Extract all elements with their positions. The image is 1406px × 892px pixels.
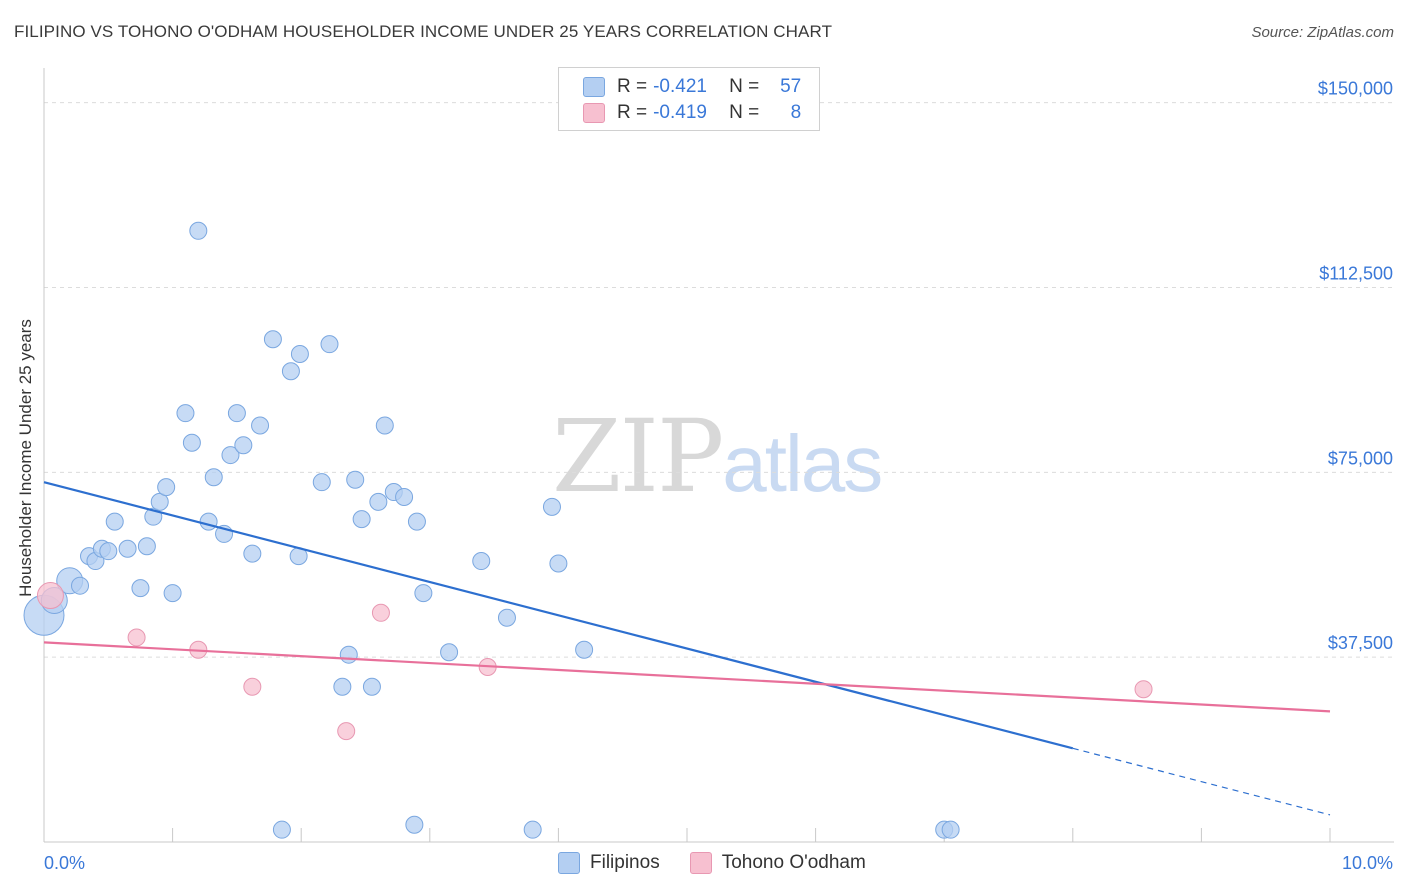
filipinos-point bbox=[204, 468, 223, 487]
legend-n-label: N = bbox=[729, 76, 760, 97]
filipinos-point bbox=[71, 576, 90, 595]
series-label-filipinos: Filipinos bbox=[590, 852, 660, 873]
filipinos-point bbox=[523, 820, 542, 839]
x-tick-label: 0.0% bbox=[44, 853, 85, 873]
filipinos-point bbox=[312, 473, 331, 492]
y-tick-label: $75,000 bbox=[1328, 448, 1393, 468]
watermark: ZIPatlas bbox=[552, 398, 883, 515]
filipinos-point bbox=[157, 478, 176, 497]
filipinos-point bbox=[221, 446, 240, 465]
tohono-point bbox=[337, 722, 356, 741]
filipinos-point bbox=[369, 492, 388, 511]
tohono-point bbox=[371, 603, 390, 622]
watermark-zip: ZIP bbox=[552, 398, 724, 515]
filipinos-point bbox=[234, 436, 253, 455]
filipinos-point bbox=[472, 552, 491, 571]
filipinos-point bbox=[395, 487, 414, 506]
filipinos-point bbox=[346, 470, 365, 489]
watermark-atlas: atlas bbox=[722, 419, 883, 508]
legend-row-filipinos: R = -0.421 N = 57 bbox=[583, 75, 801, 99]
filipinos-point bbox=[227, 404, 246, 423]
tohono-point bbox=[36, 582, 64, 610]
filipinos-point bbox=[281, 362, 300, 381]
filipinos-point bbox=[339, 645, 358, 664]
legend-r-value: -0.421 bbox=[653, 76, 707, 97]
filipinos-point bbox=[118, 539, 137, 558]
tohono-point bbox=[127, 628, 146, 647]
series-legend-filipinos[interactable]: Filipinos bbox=[558, 852, 660, 874]
filipinos-point bbox=[99, 542, 118, 561]
filipinos-point bbox=[137, 537, 156, 556]
legend-row-tohono: R = -0.419 N = 8 bbox=[583, 101, 801, 125]
tohono-point bbox=[1134, 680, 1153, 699]
legend-n-value: 57 bbox=[780, 76, 802, 97]
filipinos-point bbox=[375, 416, 394, 435]
legend-n-label: N = bbox=[729, 102, 760, 123]
chart-title: FILIPINO VS TOHONO O'ODHAM HOUSEHOLDER I… bbox=[14, 22, 833, 41]
correlation-legend: R = -0.421 N = 57 R = -0.419 N = 8 bbox=[558, 67, 820, 131]
filipinos-point bbox=[440, 643, 459, 662]
series-legend: Filipinos Tohono O'odham bbox=[558, 852, 896, 874]
legend-r-label: R = bbox=[617, 76, 648, 97]
filipinos-point bbox=[131, 579, 150, 598]
filipinos-point bbox=[941, 820, 960, 839]
filipinos-point bbox=[497, 608, 516, 627]
filipinos-trend-line bbox=[43, 481, 1074, 750]
filipinos-point bbox=[105, 512, 124, 531]
source-label: Source: ZipAtlas.com bbox=[1251, 24, 1394, 41]
filipinos-point bbox=[575, 640, 594, 659]
filipinos-point bbox=[182, 433, 201, 452]
filipinos-point bbox=[362, 677, 381, 696]
filipinos-point bbox=[176, 404, 195, 423]
filipinos-point bbox=[290, 345, 309, 364]
filipinos-trend-extension bbox=[1072, 747, 1331, 816]
series-label-tohono: Tohono O'odham bbox=[721, 852, 866, 873]
y-axis-label: Householder Income Under 25 years bbox=[16, 319, 35, 597]
y-tick-label: $112,500 bbox=[1319, 263, 1393, 283]
filipinos-point bbox=[542, 497, 561, 516]
filipinos-point bbox=[414, 584, 433, 603]
tohono-point bbox=[243, 677, 262, 696]
legend-n-value: 8 bbox=[790, 102, 802, 123]
filipinos-point bbox=[189, 221, 208, 240]
filipinos-point bbox=[199, 512, 218, 531]
legend-swatch-tohono bbox=[583, 103, 605, 123]
legend-r-label: R = bbox=[617, 102, 648, 123]
series-legend-tohono[interactable]: Tohono O'odham bbox=[689, 852, 866, 874]
filipinos-point bbox=[549, 554, 568, 573]
filipinos-point bbox=[272, 820, 291, 839]
filipinos-point bbox=[320, 335, 339, 354]
y-tick-label: $37,500 bbox=[1328, 633, 1393, 653]
filipinos-point bbox=[243, 544, 262, 563]
filipinos-point bbox=[163, 584, 182, 603]
series-swatch-tohono bbox=[689, 852, 712, 874]
legend-r-value: -0.419 bbox=[653, 102, 707, 123]
legend-swatch-filipinos bbox=[583, 77, 605, 97]
filipinos-point bbox=[333, 677, 352, 696]
filipinos-point bbox=[407, 512, 426, 531]
y-tick-label: $150,000 bbox=[1318, 79, 1393, 99]
tohono-trend-line bbox=[43, 641, 1331, 713]
filipinos-point bbox=[251, 416, 270, 435]
series-swatch-filipinos bbox=[558, 852, 580, 874]
filipinos-point bbox=[352, 510, 371, 529]
filipinos-point bbox=[405, 815, 424, 834]
filipinos-point bbox=[263, 330, 282, 349]
x-tick-label: 10.0% bbox=[1342, 853, 1393, 873]
